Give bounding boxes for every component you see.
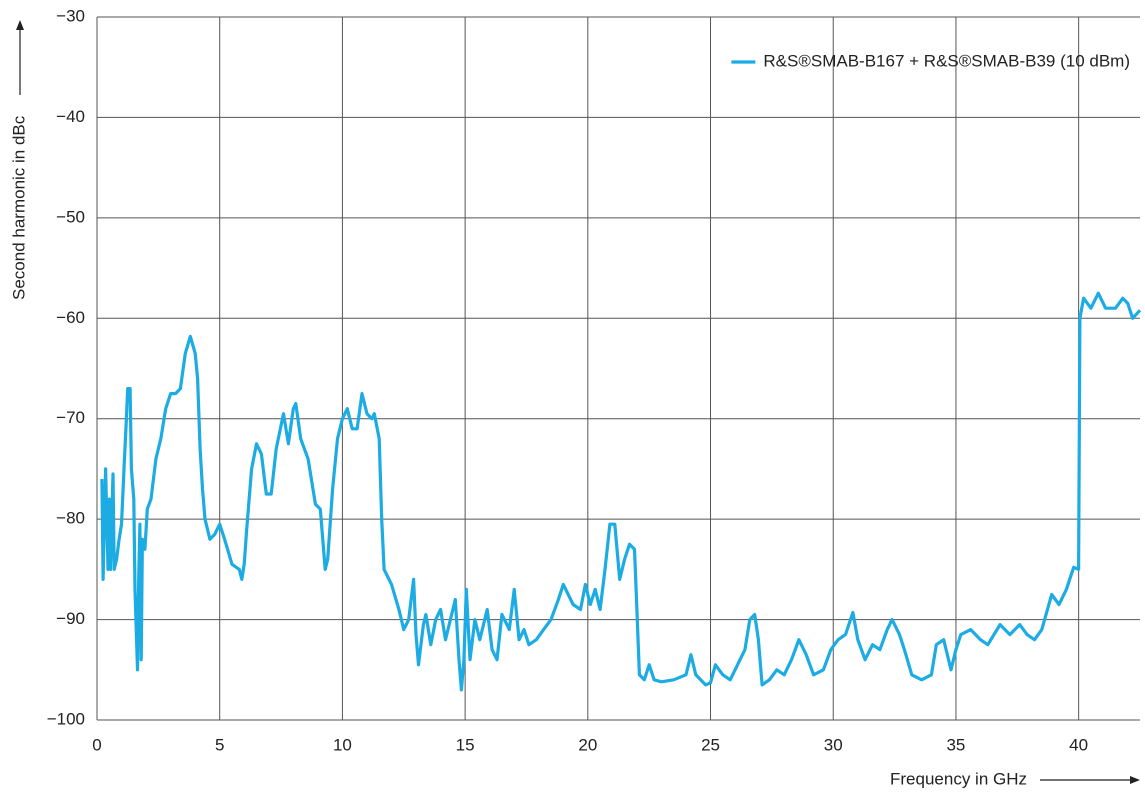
y-tick-label: −80	[56, 509, 85, 528]
y-tick-label: −50	[56, 207, 85, 226]
x-tick-label: 15	[456, 735, 475, 754]
x-tick-label: 30	[824, 735, 843, 754]
x-tick-label: 5	[215, 735, 224, 754]
y-axis-arrowhead	[16, 20, 24, 30]
x-tick-label: 25	[701, 735, 720, 754]
x-tick-label: 35	[946, 735, 965, 754]
x-tick-label: 0	[92, 735, 101, 754]
y-tick-label: −60	[56, 308, 85, 327]
y-axis-label: Second harmonic in dBc	[9, 115, 28, 300]
x-axis-label: Frequency in GHz	[890, 769, 1027, 788]
y-tick-label: −40	[56, 107, 85, 126]
data-line	[100, 291, 1142, 692]
y-tick-label: −30	[56, 6, 85, 25]
x-tick-label: 10	[333, 735, 352, 754]
legend-label: R&S®SMAB-B167 + R&S®SMAB-B39 (10 dBm)	[763, 51, 1130, 70]
y-tick-label: −100	[47, 709, 85, 728]
x-tick-label: 40	[1069, 735, 1088, 754]
y-tick-label: −70	[56, 408, 85, 427]
x-tick-label: 20	[578, 735, 597, 754]
x-axis-arrowhead	[1130, 776, 1140, 784]
y-tick-label: −90	[56, 609, 85, 628]
